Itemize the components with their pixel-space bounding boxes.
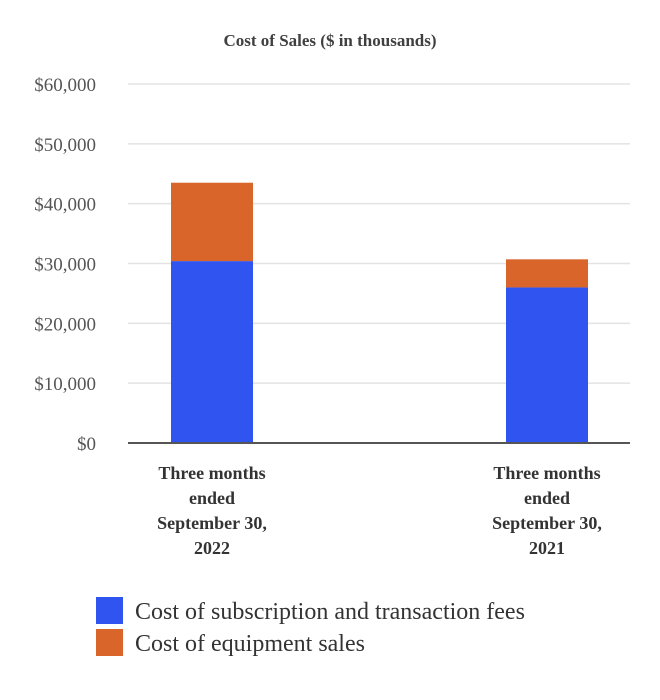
y-tick-label: $50,000 xyxy=(34,135,96,156)
bar-subscription-fees-2021 xyxy=(506,287,588,443)
x-category-label: Three months xyxy=(493,463,600,483)
y-axis-tick-labels: $0 $10,000 $20,000 $30,000 $40,000 $50,000 $60… xyxy=(34,75,96,455)
chart-title: Cost of Sales ($ in thousands) xyxy=(223,31,436,50)
bars xyxy=(171,182,588,443)
bar-equipment-sales-2021 xyxy=(506,259,588,288)
bar-subscription-fees-2022 xyxy=(171,261,253,443)
x-category-label: ended xyxy=(189,488,235,508)
y-tick-label: $0 xyxy=(77,434,96,455)
legend-swatch xyxy=(96,629,123,656)
legend-label: Cost of subscription and transaction fee… xyxy=(135,599,525,625)
x-category-label: 2022 xyxy=(194,538,230,558)
bar-equipment-sales-2022 xyxy=(171,182,253,262)
y-tick-label: $20,000 xyxy=(34,314,96,335)
x-category-label: ended xyxy=(524,488,570,508)
y-tick-label: $10,000 xyxy=(34,374,96,395)
legend-label: Cost of equipment sales xyxy=(135,631,365,657)
y-tick-label: $60,000 xyxy=(34,75,96,96)
x-category-label: September 30, xyxy=(157,513,267,533)
y-tick-label: $30,000 xyxy=(34,255,96,276)
x-category-label: Three months xyxy=(158,463,265,483)
x-category-label: 2021 xyxy=(529,538,565,558)
legend: Cost of subscription and transaction fee… xyxy=(96,597,525,657)
legend-swatch xyxy=(96,597,123,624)
y-tick-label: $40,000 xyxy=(34,195,96,216)
x-axis-category-labels: Three months ended September 30, 2022 Three … xyxy=(157,463,602,558)
x-category-label: September 30, xyxy=(492,513,602,533)
